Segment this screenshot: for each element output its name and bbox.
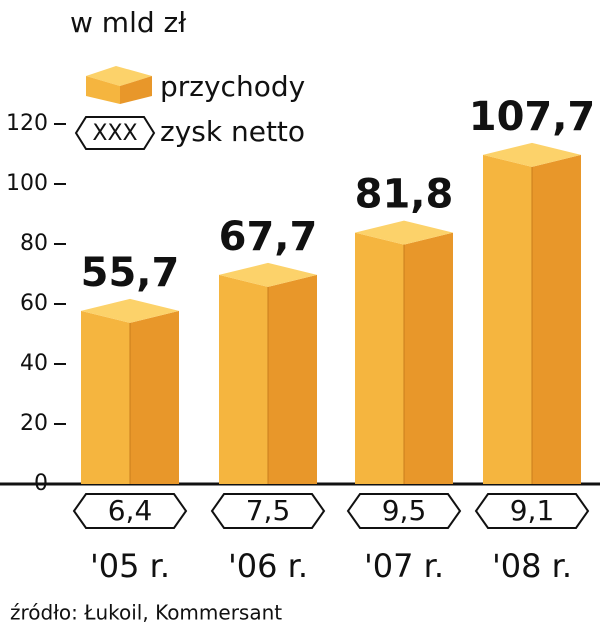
x-tick-label: '08 r. <box>492 547 572 585</box>
bar <box>219 262 317 484</box>
profit-hexagon <box>474 493 590 529</box>
bar-top <box>355 220 453 245</box>
y-tick-label: 40 <box>20 351 48 376</box>
y-tick-label: 100 <box>6 171 48 196</box>
x-tick-label: '05 r. <box>90 547 170 585</box>
bar-top <box>81 298 179 323</box>
profit-label: 9,1 <box>510 494 555 527</box>
profit-label: 6,4 <box>108 494 153 527</box>
profit-label: 9,5 <box>382 494 427 527</box>
bar-front <box>219 274 268 484</box>
legend-label: zysk netto <box>160 115 305 148</box>
bar <box>483 142 581 484</box>
value-label: 107,7 <box>469 94 596 140</box>
y-tick-label: 60 <box>20 291 48 316</box>
bar-side <box>268 274 317 484</box>
bar-side <box>130 310 179 484</box>
bar <box>81 298 179 484</box>
profit-hexagon <box>72 493 188 529</box>
bar-front <box>355 232 404 484</box>
legend-symbol-text: XXX <box>92 121 137 146</box>
value-label: 67,7 <box>219 214 318 260</box>
legend-hexagon <box>74 116 156 150</box>
y-tick-label: 0 <box>34 471 48 496</box>
profit-label: 7,5 <box>246 494 291 527</box>
bar <box>355 220 453 484</box>
value-label: 55,7 <box>81 250 180 296</box>
x-tick-label: '06 r. <box>228 547 308 585</box>
value-label: 81,8 <box>355 172 454 218</box>
x-tick-label: '07 r. <box>364 547 444 585</box>
y-tick-label: 20 <box>20 411 48 436</box>
bar-top <box>483 142 581 167</box>
bar-front <box>483 154 532 484</box>
profit-hexagon <box>346 493 462 529</box>
bar-side <box>404 232 453 484</box>
unit-label: w mld zł <box>70 6 186 39</box>
bar-top <box>219 262 317 287</box>
y-tick-label: 120 <box>6 111 48 136</box>
y-tick-label: 80 <box>20 231 48 256</box>
legend-label: przychody <box>160 70 305 103</box>
source: źródło: Łukoil, Kommersant <box>10 601 282 625</box>
bar-front <box>81 310 130 484</box>
profit-hexagon <box>210 493 326 529</box>
legend-bar-icon <box>86 66 152 104</box>
bar-side <box>532 154 581 484</box>
